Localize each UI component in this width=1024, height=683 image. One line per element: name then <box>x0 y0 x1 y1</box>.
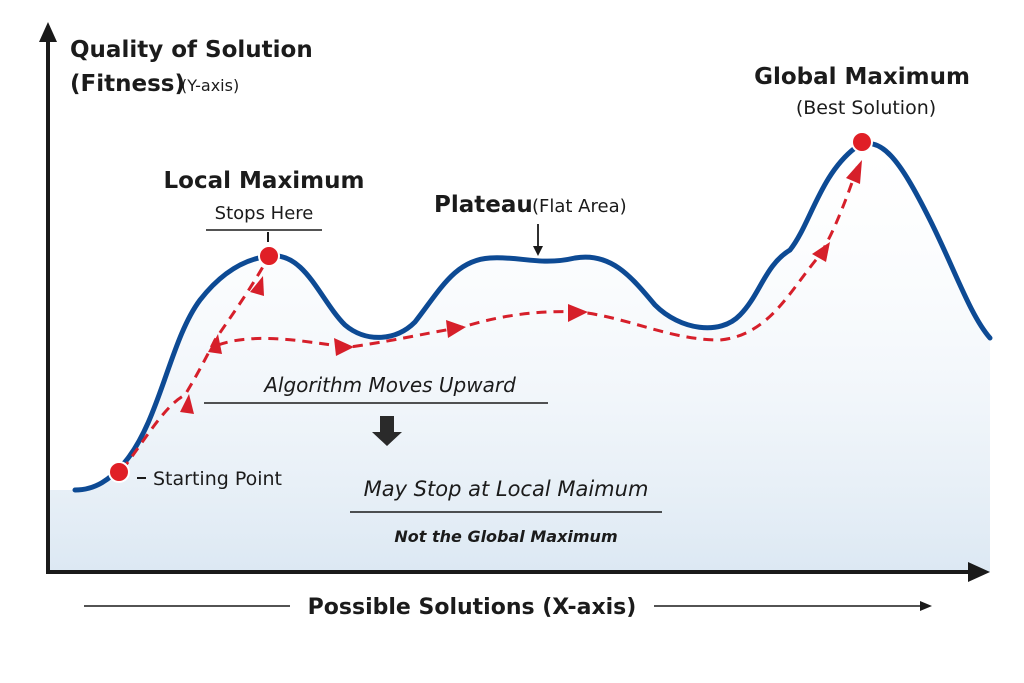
plateau-subtitle: (Flat Area) <box>532 196 627 217</box>
path-arrow-7 <box>812 242 830 262</box>
path-arrow-6 <box>568 304 588 322</box>
local-max-subtitle: Stops Here <box>215 203 314 224</box>
global-max-marker <box>851 131 873 153</box>
x-title-right-arrowhead <box>920 601 932 611</box>
y-axis-title-line1: Quality of Solution <box>70 37 313 63</box>
local-max-title: Local Maximum <box>164 168 365 194</box>
path-arrow-2 <box>208 334 222 354</box>
path-arrow-1 <box>180 394 194 414</box>
down-arrow-icon <box>372 416 402 446</box>
y-axis-arrowhead <box>39 22 57 42</box>
plateau-pointer-head <box>533 246 543 256</box>
x-axis-arrowhead <box>968 562 990 582</box>
algorithm-moves-label: Algorithm Moves Upward <box>262 373 516 397</box>
starting-point-marker <box>108 461 130 483</box>
may-stop-label: May Stop at Local Maimum <box>364 477 649 501</box>
x-axis-title: Possible Solutions (X-axis) <box>308 595 637 620</box>
climb-path-to-local-max <box>120 257 270 471</box>
y-axis-title-suffix: (Y-axis) <box>181 76 239 95</box>
path-arrow-5 <box>446 320 466 338</box>
global-max-title: Global Maximum <box>754 64 970 90</box>
path-arrow-3 <box>250 276 264 296</box>
path-arrow-4 <box>334 338 354 356</box>
local-max-marker <box>258 245 280 267</box>
path-arrow-8 <box>846 160 862 184</box>
landscape-fill <box>50 143 990 573</box>
plateau-title: Plateau <box>434 192 533 218</box>
starting-point-label: Starting Point <box>153 468 282 490</box>
y-axis-title-line2: (Fitness) <box>70 71 185 97</box>
not-global-label: Not the Global Maximum <box>394 527 617 546</box>
global-max-subtitle: (Best Solution) <box>796 97 936 119</box>
